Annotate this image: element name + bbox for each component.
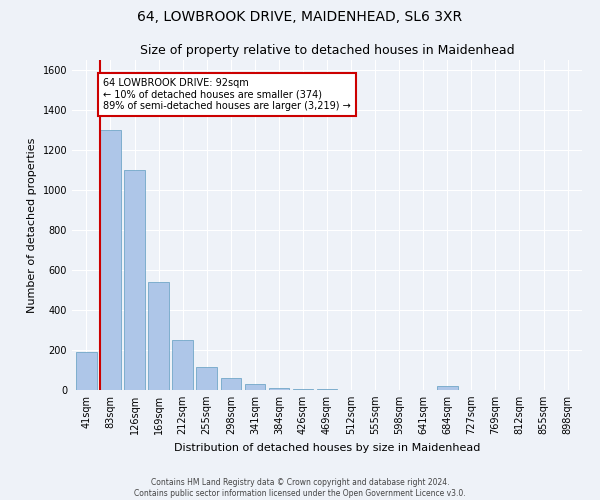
Text: 64 LOWBROOK DRIVE: 92sqm
← 10% of detached houses are smaller (374)
89% of semi-: 64 LOWBROOK DRIVE: 92sqm ← 10% of detach… bbox=[103, 78, 351, 111]
Bar bbox=[293, 389, 313, 390]
Text: Contains HM Land Registry data © Crown copyright and database right 2024.
Contai: Contains HM Land Registry data © Crown c… bbox=[134, 478, 466, 498]
Bar bbox=[124, 170, 145, 390]
Bar bbox=[245, 384, 265, 390]
Title: Size of property relative to detached houses in Maidenhead: Size of property relative to detached ho… bbox=[140, 44, 514, 58]
Text: 64, LOWBROOK DRIVE, MAIDENHEAD, SL6 3XR: 64, LOWBROOK DRIVE, MAIDENHEAD, SL6 3XR bbox=[137, 10, 463, 24]
Bar bbox=[76, 352, 97, 390]
Bar bbox=[148, 282, 169, 390]
Bar bbox=[221, 378, 241, 390]
Y-axis label: Number of detached properties: Number of detached properties bbox=[27, 138, 37, 312]
Bar bbox=[437, 386, 458, 390]
Bar bbox=[172, 340, 193, 390]
X-axis label: Distribution of detached houses by size in Maidenhead: Distribution of detached houses by size … bbox=[174, 442, 480, 452]
Bar bbox=[100, 130, 121, 390]
Bar bbox=[269, 388, 289, 390]
Bar bbox=[196, 367, 217, 390]
